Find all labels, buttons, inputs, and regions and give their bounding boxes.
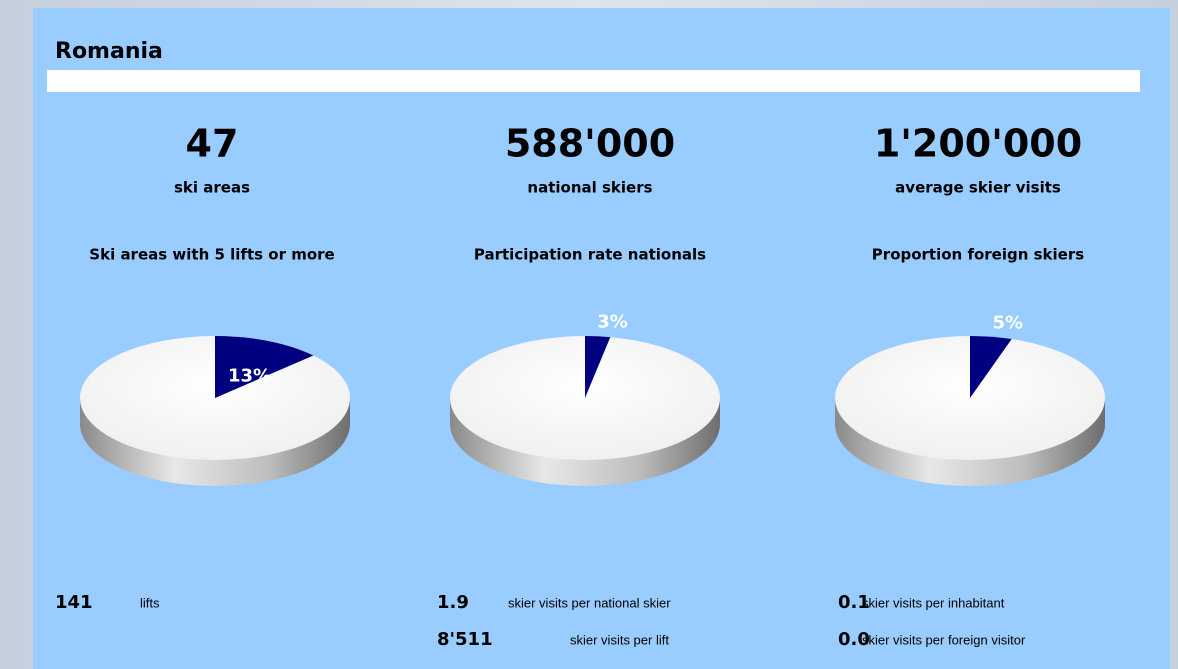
stat-label: skier visits per national skier — [508, 595, 671, 610]
chart-title: Ski areas with 5 lifts or more — [89, 246, 334, 264]
kpi-label: national skiers — [527, 179, 652, 197]
stat-value: 8'511 — [437, 629, 493, 650]
kpi-value: 1'200'000 — [874, 122, 1082, 166]
kpi-value: 588'000 — [505, 122, 675, 166]
slice-label: 5% — [992, 312, 1023, 333]
pie-slice — [970, 336, 1012, 398]
stat-label: skier visits per inhabitant — [862, 595, 1005, 610]
slice-label: 3% — [597, 312, 628, 333]
stat-value: 1.9 — [437, 592, 469, 613]
country-title: Romania — [55, 39, 163, 64]
pie-slice — [215, 336, 314, 398]
kpi-value: 47 — [186, 122, 239, 166]
pie-slice — [585, 336, 611, 398]
slice-label: 13% — [228, 366, 271, 387]
kpi-label: average skier visits — [895, 179, 1061, 197]
stat-label: skier visits per lift — [570, 632, 669, 647]
stat-value: 0.0 — [838, 629, 870, 650]
chart-title: Participation rate nationals — [474, 246, 706, 264]
title-bar — [47, 70, 1140, 92]
chart-title: Proportion foreign skiers — [872, 246, 1084, 264]
stat-value: 0.1 — [838, 592, 870, 613]
kpi-label: ski areas — [174, 179, 250, 197]
stat-value: 141 — [55, 592, 93, 613]
stat-label: skier visits per foreign visitor — [862, 632, 1026, 647]
stat-label: lifts — [140, 595, 160, 610]
